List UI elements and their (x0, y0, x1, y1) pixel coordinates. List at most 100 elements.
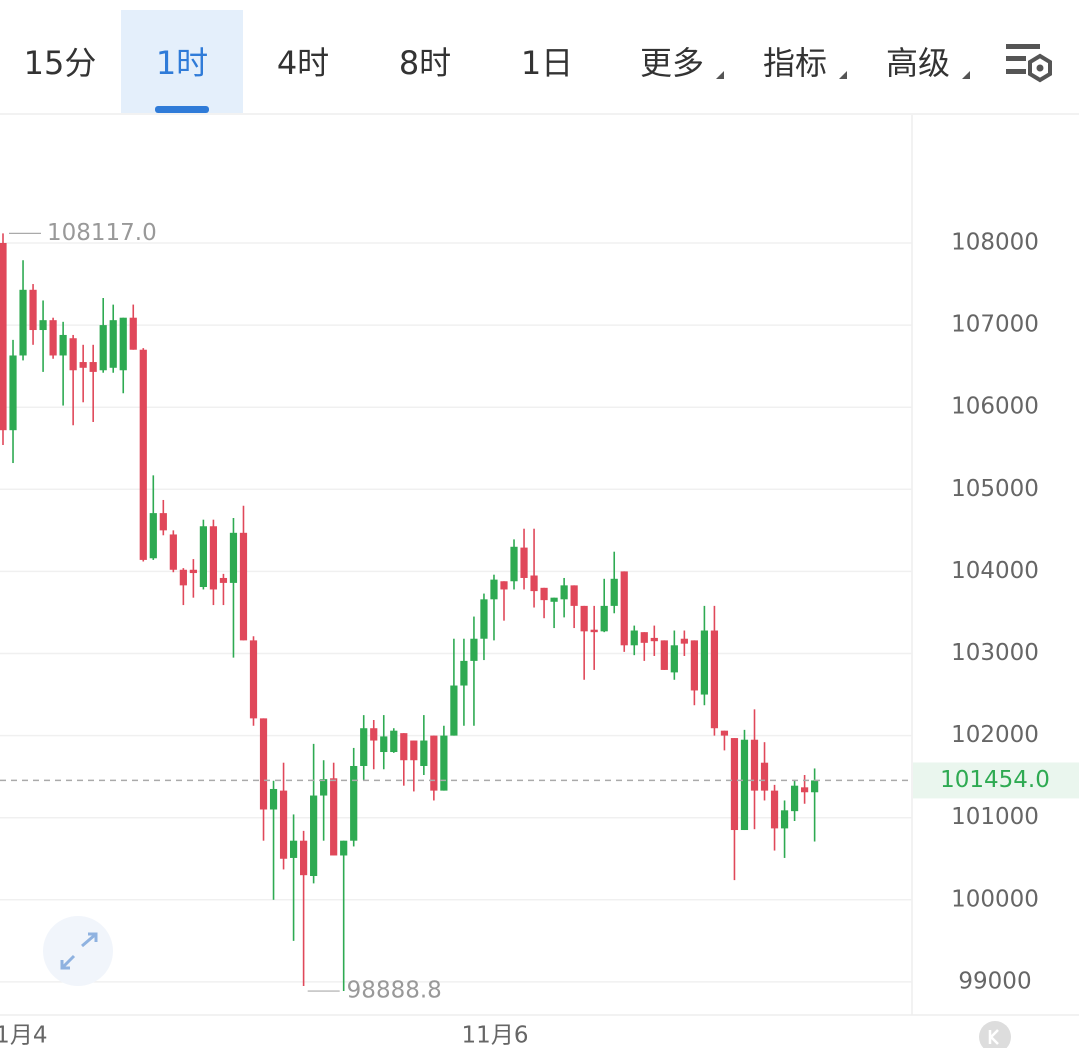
candle-body (660, 640, 668, 670)
candle-body (510, 546, 518, 582)
candle-body (780, 810, 789, 829)
candle-body (500, 581, 508, 590)
candle-body (219, 577, 228, 583)
candle-body (480, 599, 488, 639)
candle-body (109, 320, 117, 368)
candle-body (530, 575, 538, 592)
candle-body (720, 730, 729, 736)
tab[interactable]: 更多 (640, 44, 704, 82)
candle-body (229, 532, 238, 583)
candle-body (350, 765, 358, 841)
candle-body (590, 629, 598, 633)
expand-bg (43, 916, 113, 986)
candle-body (159, 513, 167, 531)
expand-icon (60, 932, 98, 970)
candle-body (460, 660, 468, 686)
y-tick-label: 101000 (951, 804, 1039, 830)
candle-body (380, 736, 388, 753)
candle-body (360, 728, 368, 766)
y-tick-label: 99000 (958, 968, 1031, 994)
tab[interactable]: 8时 (399, 44, 451, 82)
candle-body (680, 638, 688, 644)
y-tick-label: 105000 (951, 476, 1039, 502)
icon-bar (1006, 44, 1040, 49)
candle-body (540, 587, 548, 601)
icon-bar (1006, 69, 1026, 74)
candle-body (560, 585, 568, 600)
tab[interactable]: 15分 (24, 44, 97, 82)
candle-body (209, 526, 218, 590)
candle-body (29, 289, 37, 331)
icon-hex (1028, 53, 1052, 83)
candle-body (610, 578, 618, 606)
y-tick-label: 106000 (951, 394, 1039, 420)
candle-body (39, 320, 47, 331)
icon-dot (1036, 64, 1044, 72)
candle-body (189, 569, 197, 574)
tabs: 15分 1时 4时 8时 1日 更多 指标 高级 (24, 44, 950, 82)
last-price-bg (913, 762, 1079, 799)
candle-body (580, 605, 588, 632)
candle-body (520, 547, 528, 578)
candle-body (239, 532, 248, 641)
x-label: 11月6 (462, 1023, 529, 1048)
candle-body (300, 840, 308, 876)
candle-body (430, 735, 438, 791)
y-tick-label: 108000 (951, 229, 1039, 255)
tab[interactable]: 指标 (763, 44, 827, 82)
candle-body (790, 785, 799, 812)
candle-body (470, 638, 478, 661)
y-tick-label: 103000 (951, 640, 1039, 666)
candle-body (450, 685, 458, 736)
candle-body (390, 730, 398, 753)
candles (0, 233, 819, 992)
candle-body (670, 645, 678, 673)
dropdown-arrows (716, 71, 970, 79)
tab[interactable]: 1日 (521, 44, 573, 82)
candle-body (750, 739, 759, 791)
candle-body (259, 718, 268, 810)
candle-body (730, 738, 739, 831)
candle-body (770, 790, 779, 829)
candle-body (149, 513, 157, 559)
candle-body (811, 780, 819, 793)
candle-body (570, 585, 578, 606)
candle-body (199, 526, 207, 588)
settings-icon[interactable] (1006, 44, 1052, 83)
candle-body (690, 640, 698, 691)
candle-body (490, 579, 498, 600)
candle-body (420, 740, 428, 766)
max-label: 108117.0 (47, 220, 157, 246)
candle-body (550, 597, 558, 602)
candle-body (279, 790, 288, 859)
candle-body (710, 630, 719, 729)
candle-body (700, 630, 708, 695)
candle-body (19, 289, 27, 356)
candle-body (249, 640, 258, 719)
candle-body (320, 779, 328, 796)
tab[interactable]: 1时 (156, 44, 208, 82)
candle-body (340, 840, 348, 856)
candle-body (620, 571, 628, 646)
candle-body (650, 637, 658, 642)
candle-body (640, 632, 648, 643)
expand-button[interactable] (43, 916, 113, 986)
y-tick-label: 107000 (951, 312, 1039, 338)
tab[interactable]: 高级 (886, 44, 950, 82)
candle-body (370, 728, 378, 741)
candle-body (99, 325, 107, 371)
logo (979, 1021, 1011, 1048)
candle-body (59, 334, 67, 356)
last-price-label: 101454.0 (940, 767, 1050, 793)
tab[interactable]: 4时 (277, 44, 329, 82)
candle-body (0, 242, 7, 431)
candle-body (269, 788, 278, 810)
candle-body (410, 740, 418, 761)
candle-body (119, 317, 127, 371)
candle-body (49, 320, 57, 356)
candle-body (801, 787, 809, 793)
grid: 99000 100000 101000 102000 103000 104000 10500… (0, 229, 1039, 994)
candle-body (89, 362, 97, 372)
